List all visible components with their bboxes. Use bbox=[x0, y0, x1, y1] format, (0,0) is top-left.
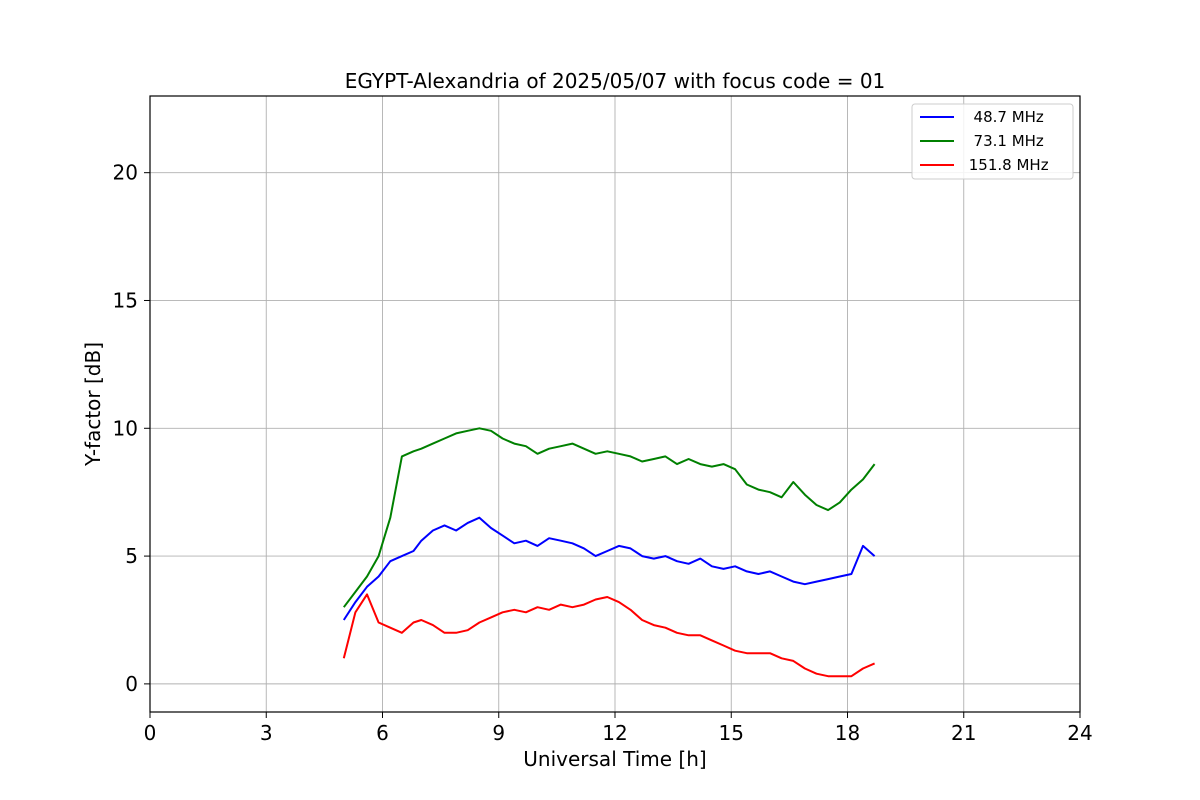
x-tick-label: 12 bbox=[602, 721, 627, 745]
legend-label: 151.8 MHz bbox=[964, 156, 1049, 174]
legend-box bbox=[911, 103, 1074, 180]
y-tick-label: 0 bbox=[125, 672, 138, 696]
y-tick-label: 10 bbox=[113, 416, 138, 440]
series-line-2 bbox=[343, 427, 876, 608]
y-tick-label: 15 bbox=[113, 288, 138, 312]
x-tick-label: 0 bbox=[144, 721, 157, 745]
x-tick-label: 24 bbox=[1067, 721, 1092, 745]
x-tick-label: 15 bbox=[719, 721, 744, 745]
axes-ticks: 0 3 6 9 12 15 18 21 24 0 5 10 15 20 bbox=[113, 161, 1093, 745]
grid-lines bbox=[149, 96, 1081, 712]
x-tick-label: 18 bbox=[835, 721, 860, 745]
legend-label: 48.7 MHz bbox=[964, 108, 1044, 126]
chart-title: EGYPT-Alexandria of 2025/05/07 with focu… bbox=[345, 69, 886, 93]
legend: 48.7 MHz 73.1 MHz 151.8 MHz bbox=[911, 103, 1074, 180]
y-axis-label: Y-factor [dB] bbox=[81, 342, 105, 467]
x-axis-label: Universal Time [h] bbox=[523, 747, 706, 771]
legend-label: 73.1 MHz bbox=[964, 132, 1044, 150]
y-tick-label: 20 bbox=[113, 161, 138, 185]
x-tick-label: 9 bbox=[492, 721, 505, 745]
x-tick-label: 3 bbox=[260, 721, 273, 745]
y-tick-label: 5 bbox=[125, 544, 138, 568]
x-tick-label: 21 bbox=[951, 721, 976, 745]
series-line-3 bbox=[342, 593, 876, 678]
x-tick-label: 6 bbox=[376, 721, 389, 745]
series-line-1 bbox=[342, 516, 876, 621]
plot-lines bbox=[342, 427, 876, 678]
